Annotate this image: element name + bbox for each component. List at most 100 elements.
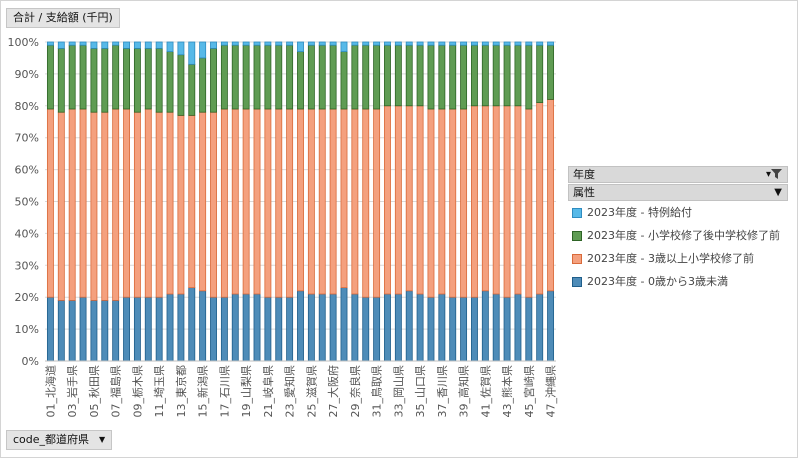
x-tick-label: 13_東京都 <box>174 365 188 418</box>
bar-segment-0-3sai <box>536 293 544 362</box>
bar-segment-chugaku <box>253 44 261 110</box>
bar-segment-0-3sai <box>286 296 294 362</box>
bar-segment-0-3sai <box>351 293 359 362</box>
bar-segment-3sai-shogaku <box>340 108 348 289</box>
bar-segment-chugaku <box>90 47 98 113</box>
bar-segment-0-3sai <box>177 293 185 362</box>
bar-segment-0-3sai <box>471 296 478 362</box>
bar-segment-0-3sai <box>155 296 163 362</box>
bar-segment-chugaku <box>188 63 196 116</box>
bar-segment-0-3sai <box>547 290 555 362</box>
bar-segment-0-3sai <box>144 296 152 362</box>
x-tick-label: 03_岩手県 <box>65 365 79 418</box>
bar-segment-chugaku <box>438 44 446 110</box>
legend-label: 2023年度 - 3歳以上小学校修了前 <box>587 252 754 265</box>
bar-segment-0-3sai <box>449 296 457 362</box>
bar-segment-0-3sai <box>384 293 391 362</box>
bar-segment-3sai-shogaku <box>547 99 555 292</box>
bar-segment-chugaku <box>264 44 272 110</box>
bar-segment-3sai-shogaku <box>133 111 141 298</box>
bar-segment-tokurei <box>68 41 76 46</box>
filter-icon[interactable]: ▾ <box>766 167 782 182</box>
bar-segment-0-3sai <box>525 296 533 362</box>
y-tick-label: 0% <box>22 355 39 368</box>
x-tick-label: 05_秋田県 <box>87 365 101 418</box>
bar-segment-0-3sai <box>373 296 381 362</box>
legend-label: 2023年度 - 0歳から3歳未満 <box>587 275 728 288</box>
legend-attr-header[interactable]: 属性 ▼ <box>568 184 788 201</box>
y-tick-label: 30% <box>15 259 39 272</box>
bar-segment-chugaku <box>427 44 435 110</box>
bar-segment-tokurei <box>525 41 533 46</box>
x-tick-label: 43_熊本県 <box>500 365 514 418</box>
bar-segment-tokurei <box>112 41 120 46</box>
bar-segment-chugaku <box>112 44 120 110</box>
chevron-down-icon[interactable]: ▼ <box>774 187 782 198</box>
bar-segment-chugaku <box>351 44 359 110</box>
legend-year-header[interactable]: 年度 ▾ <box>568 166 788 183</box>
value-field-button[interactable]: 合計 / 支給額 (千円) <box>6 8 120 28</box>
bar-segment-3sai-shogaku <box>329 108 337 295</box>
bar-segment-3sai-shogaku <box>405 105 413 292</box>
bar-segment-tokurei <box>405 41 413 46</box>
bar-segment-tokurei <box>199 41 207 59</box>
bar-segment-3sai-shogaku <box>427 108 435 298</box>
y-tick-label: 50% <box>15 196 39 209</box>
bar-segment-0-3sai <box>362 296 370 362</box>
bar-segment-0-3sai <box>427 296 435 362</box>
bar-segment-0-3sai <box>133 296 141 362</box>
bar-segment-0-3sai <box>90 299 98 362</box>
bar-segment-tokurei <box>438 41 446 46</box>
bar-segment-0-3sai <box>514 293 522 362</box>
bar-segment-chugaku <box>220 44 228 110</box>
legend-attr-label: 属性 <box>573 186 595 199</box>
x-tick-label: 31_鳥取県 <box>370 365 384 418</box>
legend-label: 2023年度 - 特例給付 <box>587 206 692 219</box>
bar-segment-tokurei <box>297 41 304 52</box>
value-field-label: 合計 / 支給額 (千円) <box>13 11 113 24</box>
bar-segment-3sai-shogaku <box>503 105 511 298</box>
bar-segment-chugaku <box>177 54 185 116</box>
bar-segment-tokurei <box>547 41 555 46</box>
y-tick-label: 100% <box>8 36 39 49</box>
bar-segment-tokurei <box>155 41 163 49</box>
y-tick-label: 90% <box>15 68 39 81</box>
bar-segment-3sai-shogaku <box>514 105 522 295</box>
bar-segment-0-3sai <box>329 293 337 362</box>
x-tick-label: 01_北海道 <box>43 365 57 418</box>
bar-segment-chugaku <box>514 44 522 107</box>
bar-segment-3sai-shogaku <box>188 114 196 289</box>
bar-segment-tokurei <box>166 41 174 52</box>
bar-segment-tokurei <box>514 41 522 46</box>
bar-segment-3sai-shogaku <box>166 111 174 295</box>
bar-segment-3sai-shogaku <box>210 111 217 298</box>
bar-segment-3sai-shogaku <box>101 111 109 301</box>
axis-field-button[interactable]: code_都道府県 ▼ <box>6 430 113 450</box>
bar-segment-0-3sai <box>492 293 500 362</box>
bar-segment-tokurei <box>90 41 98 49</box>
bar-segment-3sai-shogaku <box>373 108 381 298</box>
x-tick-label: 29_奈良県 <box>348 365 362 418</box>
x-tick-label: 15_新潟県 <box>196 365 210 418</box>
bar-segment-0-3sai <box>481 290 489 362</box>
y-tick-label: 40% <box>15 227 39 240</box>
bar-segment-tokurei <box>286 41 294 46</box>
bar-segment-0-3sai <box>264 296 272 362</box>
bar-segment-0-3sai <box>210 296 217 362</box>
bar-segment-0-3sai <box>188 287 196 362</box>
bar-segment-0-3sai <box>101 299 109 362</box>
bar-segment-chugaku <box>394 44 402 107</box>
bar-segment-0-3sai <box>394 293 402 362</box>
bar-segment-tokurei <box>503 41 511 46</box>
bar-segment-3sai-shogaku <box>318 108 326 295</box>
legend-label: 2023年度 - 小学校修了後中学校修了前 <box>587 229 780 242</box>
chevron-down-icon[interactable]: ▼ <box>99 435 106 444</box>
legend-swatch <box>572 208 582 218</box>
legend-swatch <box>572 231 582 241</box>
bar-segment-tokurei <box>340 41 348 52</box>
bar-segment-tokurei <box>384 41 391 46</box>
x-tick-label: 37_香川県 <box>436 365 449 418</box>
bar-segment-3sai-shogaku <box>351 108 359 295</box>
bar-segment-tokurei <box>275 41 283 46</box>
legend-swatch <box>572 277 582 287</box>
